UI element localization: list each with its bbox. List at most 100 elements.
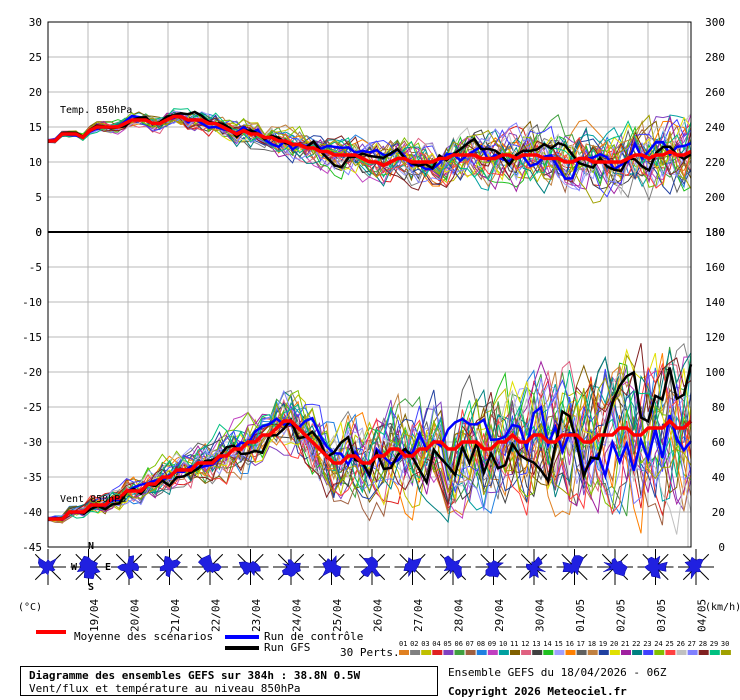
rose-petal [282, 559, 301, 578]
member-label: 09 [488, 640, 496, 648]
member-swatch [632, 650, 643, 655]
y-tick-left: 0 [35, 226, 42, 239]
x-tick-label: 20/04 [129, 599, 142, 632]
rose-petal [238, 561, 261, 577]
member-swatch [410, 650, 421, 655]
wind-rose [151, 549, 188, 585]
member-label: 23 [643, 640, 651, 648]
wind-rose [273, 549, 309, 585]
rose-petal [403, 557, 422, 578]
y-tick-right: 300 [705, 16, 725, 29]
rose-petal [159, 556, 181, 578]
member-swatch [720, 650, 731, 655]
member-swatch [576, 650, 587, 655]
run-info: Ensemble GEFS du 18/04/2026 - 06Z [448, 666, 667, 679]
x-tick-label: 19/04 [88, 599, 101, 632]
mean-series-line [48, 418, 693, 521]
member-label: 02 [410, 640, 418, 648]
x-tick-label: 23/04 [250, 599, 263, 632]
x-tick-label: 30/04 [534, 599, 547, 632]
legend-graphics: 01 02 03 04 05 06 07 08 09 10 11 12 13 14 15 16 17 18 19 20… [36, 630, 731, 655]
member-label: 28 [699, 640, 707, 648]
member-swatch [432, 650, 443, 655]
x-tick-label: 03/05 [655, 599, 668, 632]
x-tick-label: 29/04 [493, 599, 506, 632]
member-series-line [47, 355, 692, 522]
y-tick-right: 200 [705, 191, 725, 204]
member-label: 14 [543, 640, 551, 648]
member-swatch [521, 650, 532, 655]
member-swatch [676, 650, 687, 655]
y-tick-right: 160 [705, 261, 725, 274]
y-tick-right: 80 [712, 401, 725, 414]
y-tick-right: 140 [705, 296, 725, 309]
compass-label: S [88, 582, 94, 593]
y-tick-right: 0 [718, 541, 725, 554]
x-tick-label: 27/04 [412, 599, 425, 632]
member-swatch [609, 650, 620, 655]
x-tick-label: 26/04 [372, 599, 385, 632]
wind-rose [232, 549, 269, 585]
member-label: 11 [510, 640, 518, 648]
legend-mean: Moyenne des scénarios [74, 630, 214, 643]
y-tick-right: 40 [712, 471, 725, 484]
rose-petal [525, 556, 546, 579]
member-swatch [598, 650, 609, 655]
member-label: 26 [677, 640, 685, 648]
wind-rose [70, 549, 107, 585]
y-tick-left: -40 [22, 506, 42, 519]
member-label: 29 [710, 640, 718, 648]
member-label: 27 [688, 640, 696, 648]
member-label: 13 [532, 640, 540, 648]
wind-rose [192, 549, 228, 585]
member-series-line [47, 112, 692, 191]
y-tick-left: 10 [29, 156, 42, 169]
x-tick-label: 21/04 [169, 599, 182, 632]
y-tick-left: -30 [22, 436, 42, 449]
member-label: 08 [477, 640, 485, 648]
member-series-line [47, 342, 692, 523]
compass-label: E [105, 562, 111, 573]
member-swatch [532, 650, 543, 655]
wind-rose [637, 549, 674, 585]
unit-left: (°C) [18, 602, 42, 613]
member-series-line [47, 364, 692, 519]
y-tick-right: 180 [705, 226, 725, 239]
member-lines [47, 108, 693, 535]
member-series-line [47, 350, 692, 524]
member-swatch [399, 650, 409, 655]
y-tick-left: -15 [22, 331, 42, 344]
member-swatch [443, 650, 454, 655]
compass-label: N [88, 541, 94, 552]
copyright: Copyright 2026 Meteociel.fr [448, 685, 627, 698]
member-label: 18 [588, 640, 596, 648]
y-tick-left: 30 [29, 16, 42, 29]
member-label: 15 [554, 640, 562, 648]
member-label: 16 [566, 640, 574, 648]
member-label: 10 [499, 640, 507, 648]
member-label: 12 [521, 640, 529, 648]
wind-rose [516, 549, 552, 585]
member-label: 22 [632, 640, 640, 648]
wind-rose [111, 549, 147, 585]
y-tick-right: 220 [705, 156, 725, 169]
wind-rose [597, 549, 633, 585]
wind-rose [475, 549, 512, 585]
member-label: 30 [721, 640, 729, 648]
y-tick-left: -35 [22, 471, 42, 484]
member-label: 04 [432, 640, 440, 648]
rose-petal [197, 554, 222, 574]
legend-gfs: Run GFS [264, 641, 311, 654]
wind-rose [435, 549, 471, 585]
member-swatch [587, 650, 598, 655]
x-tick-label: 25/04 [331, 599, 344, 632]
member-label: 05 [443, 640, 451, 648]
mean-series-line [48, 114, 692, 168]
footer-subtitle: Vent/flux et température au niveau 850hP… [29, 682, 301, 695]
member-label: 24 [654, 640, 662, 648]
y-tick-right: 100 [705, 366, 725, 379]
y-tick-left: -25 [22, 401, 42, 414]
member-label: 17 [577, 640, 585, 648]
